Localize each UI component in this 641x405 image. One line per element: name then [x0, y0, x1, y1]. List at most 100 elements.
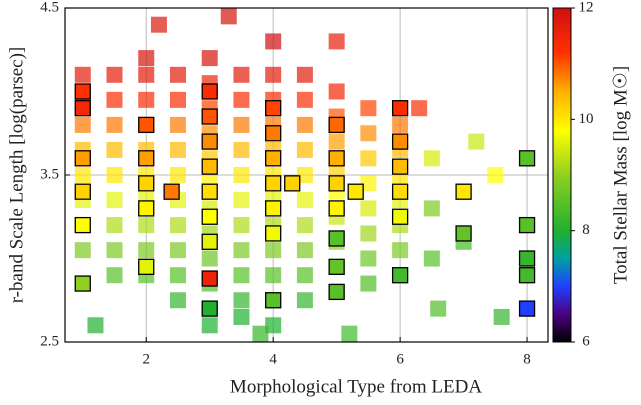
- point: [252, 325, 269, 342]
- highlighted-point: [518, 267, 536, 284]
- point: [169, 217, 186, 234]
- highlighted-point: [74, 275, 91, 292]
- point: [360, 150, 377, 167]
- point: [265, 242, 282, 259]
- highlighted-point: [328, 230, 345, 247]
- highlighted-point: [391, 267, 409, 284]
- highlighted-point: [518, 300, 536, 317]
- x-axis-title: Morphological Type from LEDA: [230, 376, 482, 397]
- point: [233, 141, 250, 158]
- highlighted-point: [201, 83, 218, 100]
- point: [411, 100, 428, 117]
- x-tick-label: 2: [142, 351, 150, 367]
- point: [138, 66, 155, 83]
- point: [423, 150, 440, 167]
- point: [169, 242, 186, 259]
- highlighted-point: [74, 183, 91, 200]
- point: [106, 242, 123, 259]
- point: [360, 100, 377, 117]
- point: [138, 50, 155, 67]
- highlighted-point: [163, 183, 180, 200]
- point: [106, 116, 123, 133]
- point: [360, 200, 377, 217]
- point: [392, 116, 409, 133]
- point: [265, 317, 282, 334]
- point: [233, 217, 250, 234]
- point: [328, 133, 345, 150]
- highlighted-point: [391, 100, 409, 117]
- highlighted-point: [391, 158, 409, 175]
- point: [138, 217, 155, 234]
- highlighted-point: [518, 150, 536, 167]
- point: [106, 66, 123, 83]
- highlighted-point: [391, 208, 409, 225]
- point: [392, 242, 409, 259]
- point: [233, 116, 250, 133]
- point: [74, 66, 91, 83]
- highlighted-point: [391, 183, 409, 200]
- highlighted-point: [138, 200, 155, 217]
- point: [296, 192, 313, 209]
- point: [169, 66, 186, 83]
- colorbar-title: Total Stellar Mass [log M☉]: [610, 66, 631, 284]
- point: [296, 167, 313, 183]
- highlighted-point: [201, 208, 218, 225]
- highlighted-point: [138, 150, 155, 167]
- point: [265, 33, 282, 50]
- point: [106, 192, 123, 209]
- y-tick-label: 4.5: [40, 0, 59, 15]
- highlighted-point: [328, 200, 345, 217]
- highlighted-point: [455, 225, 472, 242]
- point: [106, 91, 123, 108]
- highlighted-point: [518, 216, 536, 234]
- point: [233, 66, 250, 83]
- highlighted-point: [328, 175, 345, 192]
- point: [423, 200, 440, 217]
- highlighted-point: [265, 150, 282, 167]
- point: [233, 167, 250, 183]
- point: [87, 317, 104, 334]
- highlighted-point: [201, 158, 218, 175]
- point: [74, 167, 91, 183]
- point: [265, 66, 282, 83]
- point: [233, 308, 250, 325]
- highlighted-point: [265, 125, 282, 142]
- point: [360, 275, 377, 292]
- point: [341, 325, 358, 342]
- highlighted-point: [328, 283, 345, 301]
- point: [169, 167, 186, 183]
- point: [233, 292, 250, 309]
- point: [106, 167, 123, 183]
- highlighted-point: [74, 216, 91, 234]
- highlighted-point: [518, 250, 536, 267]
- y-axis-title: r-band Scale Length [log(parsec)]: [6, 47, 27, 304]
- point: [233, 242, 250, 259]
- highlighted-point: [74, 100, 91, 117]
- highlighted-point: [265, 175, 282, 192]
- point: [360, 175, 377, 192]
- point: [423, 250, 440, 267]
- highlighted-point: [201, 183, 218, 200]
- colorbar-tick-label: 12: [579, 0, 594, 15]
- point: [201, 50, 218, 67]
- point: [328, 33, 345, 50]
- highlighted-point: [455, 183, 472, 200]
- point: [169, 141, 186, 158]
- point: [296, 217, 313, 234]
- point: [360, 225, 377, 242]
- highlighted-point: [138, 116, 155, 134]
- highlighted-point: [347, 183, 364, 200]
- colorbar: [552, 7, 572, 343]
- point: [487, 167, 504, 183]
- point: [138, 242, 155, 259]
- point: [360, 250, 377, 267]
- point: [296, 91, 313, 108]
- point: [233, 192, 250, 209]
- point: [296, 267, 313, 284]
- point: [169, 116, 186, 133]
- point: [468, 133, 485, 150]
- highlighted-point: [328, 116, 345, 134]
- x-tick-label: 6: [396, 351, 404, 367]
- point: [430, 300, 447, 317]
